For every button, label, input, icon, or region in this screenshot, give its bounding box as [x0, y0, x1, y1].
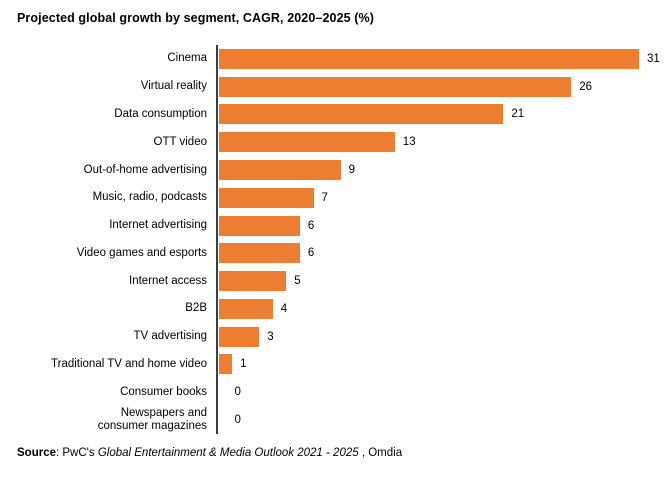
bar-track: 5: [218, 271, 663, 292]
bar: [218, 354, 233, 375]
value-label: 9: [348, 164, 355, 177]
bar: [218, 48, 639, 69]
bar: [218, 104, 504, 125]
bar: [218, 215, 300, 236]
value-label: 1: [240, 358, 247, 371]
bar: [218, 187, 314, 208]
bar-track: 1: [218, 354, 663, 375]
bar-row: Consumer books 0: [10, 378, 662, 406]
bar: [218, 298, 273, 319]
value-label: 31: [647, 52, 660, 65]
value-label: 3: [267, 330, 274, 343]
bar-row: OTT video 13: [10, 128, 662, 156]
bar-track: 21: [218, 104, 663, 125]
bar-row: Data consumption 21: [10, 101, 662, 129]
category-label: OTT video: [153, 135, 207, 148]
category-label: Video games and esports: [76, 246, 207, 259]
bar-row: Out-of-home advertising 9: [10, 156, 662, 184]
category-label: B2B: [185, 302, 207, 315]
bar-row: Video games and esports 6: [10, 239, 662, 267]
bar-track: 13: [218, 132, 663, 153]
source-label: Source: [17, 447, 56, 459]
bar-row: B2B 4: [10, 295, 662, 323]
bar-track: 6: [218, 243, 663, 264]
y-axis-line: [216, 45, 218, 434]
bar-track: 4: [218, 298, 663, 319]
chart-title: Projected global growth by segment, CAGR…: [17, 11, 374, 25]
bar-row: Internet advertising 6: [10, 212, 662, 240]
category-label: Cinema: [167, 52, 207, 65]
category-label: Traditional TV and home video: [51, 358, 207, 371]
source-publication: Global Entertainment & Media Outlook 202…: [97, 447, 359, 459]
bar-track: 6: [218, 215, 663, 236]
bar-track: 9: [218, 160, 663, 181]
bar-track: 0: [219, 410, 663, 430]
bar-row: TV advertising 3: [10, 323, 662, 351]
bar: [218, 160, 341, 181]
value-label: 0: [234, 386, 241, 399]
category-label: Newspapers and consumer magazines: [97, 407, 207, 433]
value-label: 21: [511, 108, 525, 121]
category-label: Data consumption: [114, 108, 207, 121]
value-label: 5: [294, 275, 301, 288]
bar-row: Newspapers and consumer magazines 0: [10, 406, 662, 434]
category-label: Consumer books: [120, 385, 207, 398]
value-label: 7: [321, 191, 328, 204]
bar-track: 26: [218, 76, 663, 97]
value-label: 4: [280, 302, 288, 315]
bar: [218, 243, 300, 264]
bar-row: Cinema 31: [10, 45, 662, 73]
category-label: TV advertising: [133, 330, 207, 343]
bar-track: 7: [218, 187, 663, 208]
value-label: 13: [402, 136, 416, 149]
category-label: Music, radio, podcasts: [92, 191, 207, 204]
source-note: Source: PwC's Global Entertainment & Med…: [17, 447, 402, 459]
bar-row: Internet access 5: [10, 267, 662, 295]
category-label: Out-of-home advertising: [83, 163, 207, 176]
bar: [218, 132, 395, 153]
category-label: Internet access: [129, 274, 207, 287]
bar: [218, 326, 260, 347]
bar-track: 31: [218, 48, 663, 69]
value-label: 6: [307, 247, 315, 260]
bar-row: Virtual reality 26: [10, 73, 662, 101]
bar: [218, 76, 572, 97]
bar-row: Traditional TV and home video 1: [10, 351, 662, 379]
value-label: 6: [307, 219, 315, 232]
bar-track: 0: [219, 382, 663, 402]
source-suffix: , Omdia: [358, 447, 403, 459]
bar-rows: Cinema 31 Virtual reality 26 Data consumptio…: [10, 45, 662, 434]
bar-row: Music, radio, podcasts 7: [10, 184, 662, 212]
bar: [218, 271, 287, 292]
category-label: Virtual reality: [140, 80, 207, 93]
value-label: 26: [579, 80, 592, 93]
bar-chart: Cinema 31 Virtual reality 26 Data consumptio…: [10, 45, 662, 434]
value-label: 0: [234, 414, 241, 427]
category-label: Internet advertising: [109, 219, 207, 232]
bar-track: 3: [218, 326, 663, 347]
source-text: : PwC's: [56, 447, 98, 459]
